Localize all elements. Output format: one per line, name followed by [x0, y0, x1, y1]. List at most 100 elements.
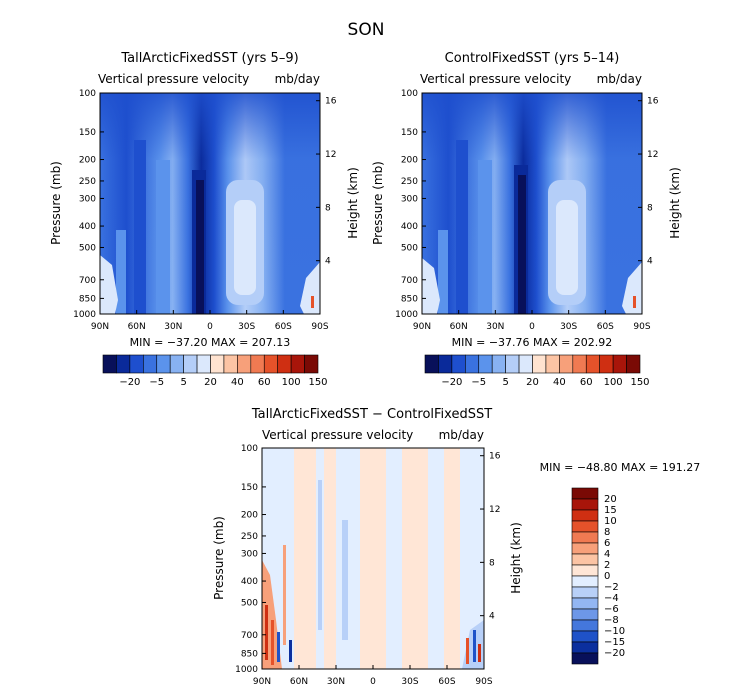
x-tick-label: 60N	[128, 322, 146, 332]
y-right-tick-label: 16	[325, 97, 337, 107]
y-tick-label: 700	[241, 631, 258, 641]
colorbar-label: 60	[258, 377, 271, 388]
colorbar-swatch	[451, 354, 466, 374]
x-tick-label: 30S	[560, 322, 577, 332]
colorbar-swatch	[465, 354, 480, 374]
heatmap-field	[422, 93, 642, 314]
y-tick-label: 300	[241, 549, 258, 559]
panel-tallarctic: TallArcticFixedSST (yrs 5–9) Vertical pr…	[49, 51, 360, 388]
y-right-tick-label: 4	[325, 257, 331, 267]
field-cool-band	[342, 520, 348, 640]
panel-title: TallArcticFixedSST (yrs 5–9)	[120, 51, 298, 66]
heatmap-field	[100, 93, 320, 314]
y-tick-label: 250	[401, 177, 418, 187]
y-tick-label: 500	[401, 243, 418, 253]
x-tick-label: 90N	[91, 322, 109, 332]
y-tick-label: 150	[241, 483, 258, 493]
y-tick-label: 850	[401, 294, 418, 304]
field-warm-spot	[633, 296, 636, 308]
panel-subtitle-left: Vertical pressure velocity	[420, 72, 571, 86]
y-tick-label: 150	[401, 128, 418, 138]
field-cool-band	[318, 480, 322, 630]
colorbar-label: 40	[231, 377, 244, 388]
colorbar-swatch	[571, 575, 599, 588]
field-warm-edge	[622, 262, 642, 314]
colorbar-label: 100	[604, 377, 623, 388]
axis-ticks: 90N 60N 30N 0 30S 60S 90S 100 150 200 250 300 400 500…	[395, 89, 659, 332]
colorbar-swatch	[518, 354, 533, 374]
panel-subtitle-left: Vertical pressure velocity	[98, 72, 249, 86]
colorbar-swatch	[571, 498, 599, 511]
colorbar-label: −10	[604, 626, 625, 637]
colorbar-label: 4	[604, 549, 610, 560]
colorbar-swatch	[571, 487, 599, 500]
y-right-tick-label: 4	[647, 257, 653, 267]
colorbar-swatch	[116, 354, 131, 374]
field-mid-band	[478, 160, 492, 314]
field-warm-edge	[422, 258, 440, 314]
y-tick-label: 300	[401, 194, 418, 204]
x-tick-label: 90N	[253, 677, 271, 687]
field-warm-band	[360, 448, 386, 669]
field-warm-spot	[311, 296, 314, 308]
colorbar-swatch	[237, 354, 252, 374]
y-right-tick-label: 8	[647, 203, 653, 213]
colorbar-swatch	[571, 564, 599, 577]
colorbar-swatch	[571, 630, 599, 643]
x-tick-label: 90S	[475, 677, 492, 687]
x-tick-label: 60N	[450, 322, 468, 332]
panel-subtitle-right: mb/day	[597, 72, 642, 86]
stats-label: MIN = −48.80 MAX = 191.27	[540, 461, 701, 474]
y-tick-label: 300	[79, 194, 96, 204]
y-tick-label: 250	[79, 177, 96, 187]
field-mid-band	[156, 160, 170, 314]
y-tick-label: 100	[241, 444, 258, 454]
x-tick-label: 60N	[290, 677, 308, 687]
y-axis-label-right: Height (km)	[509, 522, 523, 593]
colorbar-swatch	[250, 354, 265, 374]
colorbar-label: 60	[580, 377, 593, 388]
colorbar-swatch	[626, 354, 641, 374]
y-right-tick-label: 16	[647, 97, 659, 107]
colorbar-swatch	[571, 608, 599, 621]
colorbar-swatch	[143, 354, 158, 374]
field-mid-band	[438, 230, 448, 314]
y-tick-label: 1000	[235, 665, 258, 675]
y-right-tick-label: 12	[489, 505, 500, 515]
y-tick-label: 1000	[395, 310, 418, 320]
field-mid-band	[134, 140, 146, 314]
colorbar-label: 20	[204, 377, 217, 388]
colorbar-swatch	[571, 553, 599, 566]
y-axis-label: Pressure (mb)	[371, 161, 385, 245]
colorbar-swatch	[263, 354, 278, 374]
field-edge-signal	[478, 644, 481, 662]
y-tick-label: 250	[241, 532, 258, 542]
panel-title: TallArcticFixedSST − ControlFixedSST	[251, 407, 492, 422]
y-tick-label: 700	[401, 276, 418, 286]
x-tick-label: 90S	[633, 322, 650, 332]
colorbar-swatch	[545, 354, 560, 374]
colorbar-swatch	[572, 354, 587, 374]
colorbar-swatch	[196, 354, 211, 374]
field-top-shade	[422, 93, 642, 314]
colorbar-label: 10	[604, 516, 617, 527]
colorbar-swatch	[571, 586, 599, 599]
heatmap-field	[262, 448, 484, 669]
x-tick-label: 60S	[275, 322, 292, 332]
y-axis-label-right: Height (km)	[346, 167, 360, 238]
colorbar-swatch	[559, 354, 574, 374]
colorbar-swatch	[210, 354, 225, 374]
field-edge-signal	[473, 630, 476, 662]
colorbar-label: 150	[308, 377, 327, 388]
colorbar-swatch	[571, 597, 599, 610]
colorbar-label: −6	[604, 604, 619, 615]
y-tick-label: 400	[241, 577, 258, 587]
colorbar-label: 5	[180, 377, 186, 388]
y-tick-label: 500	[79, 243, 96, 253]
axis-ticks: 90N 60N 30N 0 30S 60S 90S 100 150 200 250 300 400 500…	[235, 444, 501, 687]
y-tick-label: 100	[401, 89, 418, 99]
colorbar-swatch	[424, 354, 439, 374]
x-tick-label: 0	[207, 322, 213, 332]
